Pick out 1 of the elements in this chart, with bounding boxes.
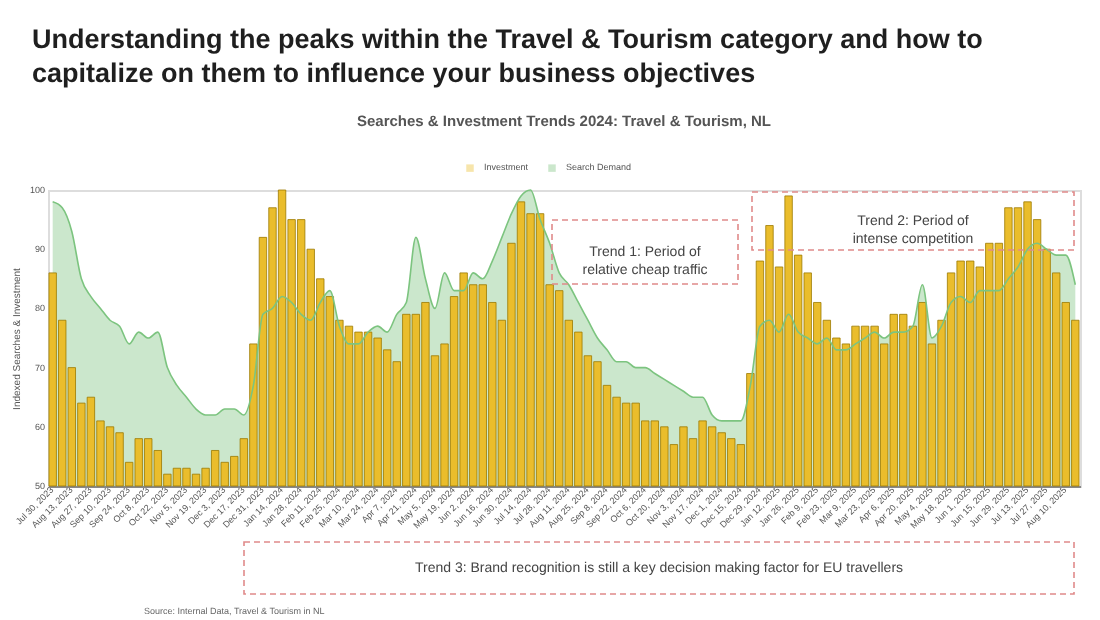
- chart-title: Understanding the peaks within the Travel & Tourism category and how to capitalize on them to influence your business objectives: [32, 24, 983, 88]
